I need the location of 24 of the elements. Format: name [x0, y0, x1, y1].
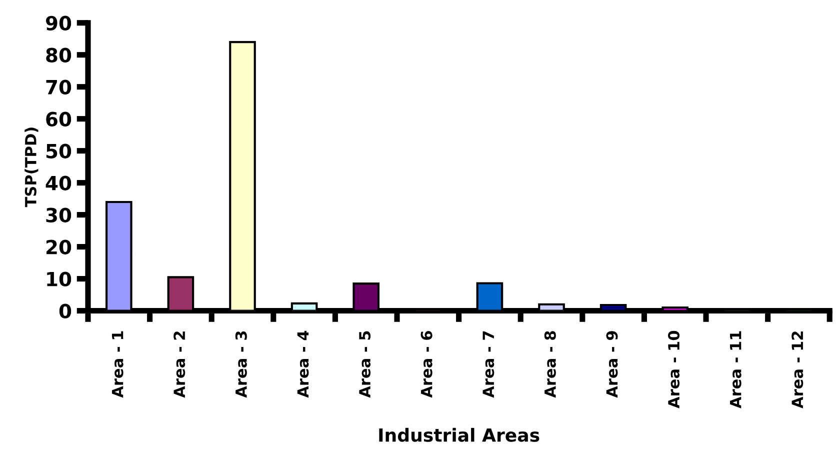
y-tick-label: 80	[46, 48, 72, 63]
y-tick-label: 20	[46, 240, 72, 254]
x-tick-label: Area - 5	[359, 331, 371, 398]
x-tick-label: Area - 11	[730, 331, 742, 408]
y-tick-label: 60	[46, 112, 72, 126]
x-tick-label: Area - 8	[544, 331, 556, 398]
y-tick-label: 70	[46, 80, 72, 94]
x-tick-label: Area - 6	[420, 331, 432, 398]
x-tick-label: Area - 3	[235, 331, 247, 398]
x-tick-label: Area - 10	[668, 330, 680, 408]
y-axis-title: TSP(TPD)	[24, 128, 38, 208]
y-tick-label: 90	[46, 16, 72, 31]
y-tick-label: 0	[59, 304, 72, 318]
x-tick-label: Area - 4	[297, 330, 309, 398]
x-tick-label: Area - 1	[112, 331, 124, 398]
x-axis-title: Industrial Areas	[379, 428, 540, 442]
x-tick-label: Area - 7	[482, 331, 494, 398]
y-tick-label: 50	[46, 144, 72, 158]
y-tick-label: 30	[46, 208, 72, 222]
x-tick-label: Area - 9	[606, 331, 618, 398]
y-tick-label: 10	[47, 272, 72, 286]
x-tick-label: Area - 12	[792, 332, 804, 408]
y-tick-label: 40	[46, 176, 72, 190]
x-tick-label: Area - 2	[174, 332, 186, 398]
